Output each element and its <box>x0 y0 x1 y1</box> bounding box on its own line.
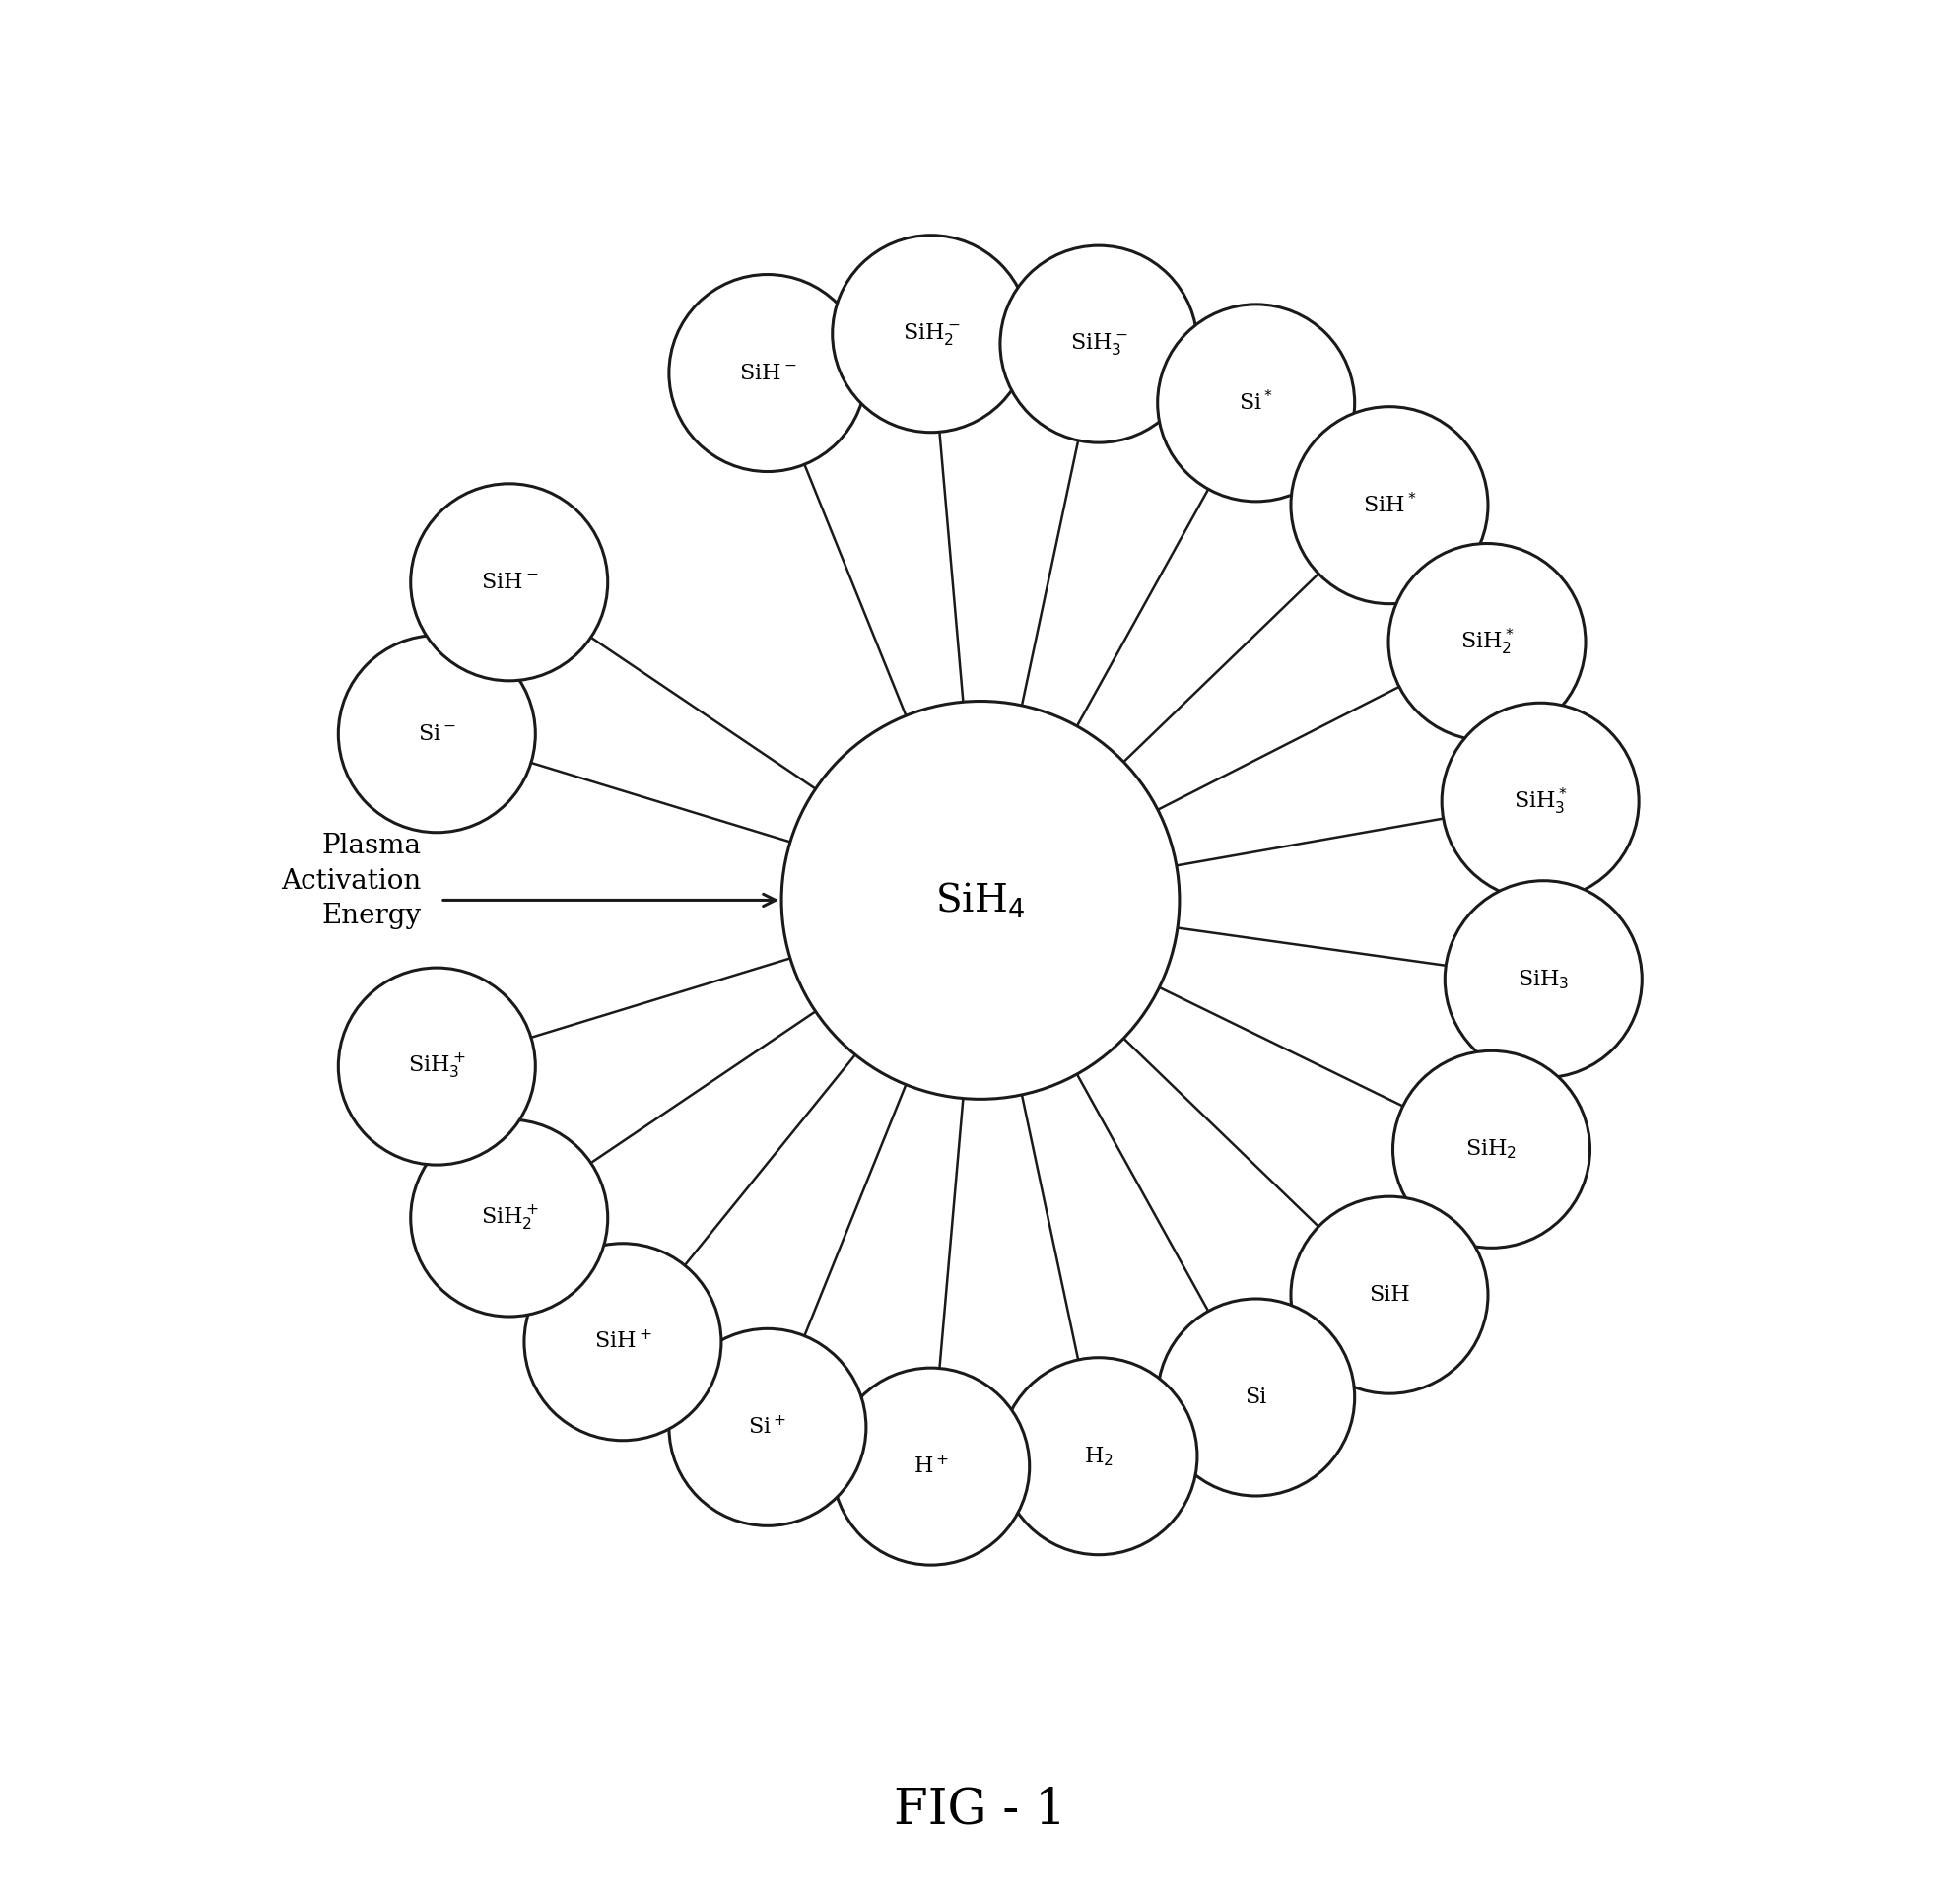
Circle shape <box>339 635 535 832</box>
Circle shape <box>668 1328 866 1525</box>
Text: SiH$_2^+$: SiH$_2^+$ <box>480 1203 537 1232</box>
Text: SiH$_3^*$: SiH$_3^*$ <box>1513 786 1566 817</box>
Text: SiH$_3$: SiH$_3$ <box>1517 968 1568 991</box>
Text: Plasma
Activation
Energy: Plasma Activation Energy <box>280 834 421 929</box>
Circle shape <box>1441 703 1639 900</box>
Text: SiH$^-$: SiH$^-$ <box>739 362 796 385</box>
Text: SiH$_2$: SiH$_2$ <box>1464 1137 1517 1162</box>
Circle shape <box>1388 544 1586 741</box>
Circle shape <box>410 483 608 680</box>
Circle shape <box>668 275 866 472</box>
Circle shape <box>1445 881 1641 1078</box>
Text: SiH$_3^+$: SiH$_3^+$ <box>408 1052 465 1080</box>
Circle shape <box>1392 1052 1590 1249</box>
Circle shape <box>1000 1357 1198 1554</box>
Text: SiH$^*$: SiH$^*$ <box>1362 493 1415 517</box>
Circle shape <box>523 1243 721 1440</box>
Text: H$^+$: H$^+$ <box>913 1455 949 1478</box>
Circle shape <box>410 1120 608 1317</box>
Text: FIG - 1: FIG - 1 <box>894 1785 1066 1834</box>
Text: H$_2$: H$_2$ <box>1084 1444 1113 1469</box>
Circle shape <box>1290 407 1488 605</box>
Circle shape <box>1156 305 1354 502</box>
Circle shape <box>831 235 1029 432</box>
Text: Si$^*$: Si$^*$ <box>1239 390 1272 415</box>
Circle shape <box>1290 1196 1488 1393</box>
Circle shape <box>1000 246 1198 443</box>
Text: Si$^-$: Si$^-$ <box>417 724 457 745</box>
Text: SiH$_4$: SiH$_4$ <box>935 881 1025 919</box>
Text: SiH$_3^-$: SiH$_3^-$ <box>1070 332 1127 356</box>
Text: SiH$_2^*$: SiH$_2^*$ <box>1460 627 1513 658</box>
Circle shape <box>782 701 1178 1099</box>
Circle shape <box>831 1368 1029 1565</box>
Circle shape <box>339 968 535 1165</box>
Text: SiH$^-$: SiH$^-$ <box>480 572 537 593</box>
Text: SiH$^+$: SiH$^+$ <box>594 1330 651 1353</box>
Circle shape <box>1156 1298 1354 1495</box>
Text: SiH: SiH <box>1368 1285 1409 1306</box>
Text: Si$^+$: Si$^+$ <box>749 1416 786 1438</box>
Text: Si: Si <box>1245 1387 1266 1408</box>
Text: SiH$_2^-$: SiH$_2^-$ <box>902 320 958 347</box>
